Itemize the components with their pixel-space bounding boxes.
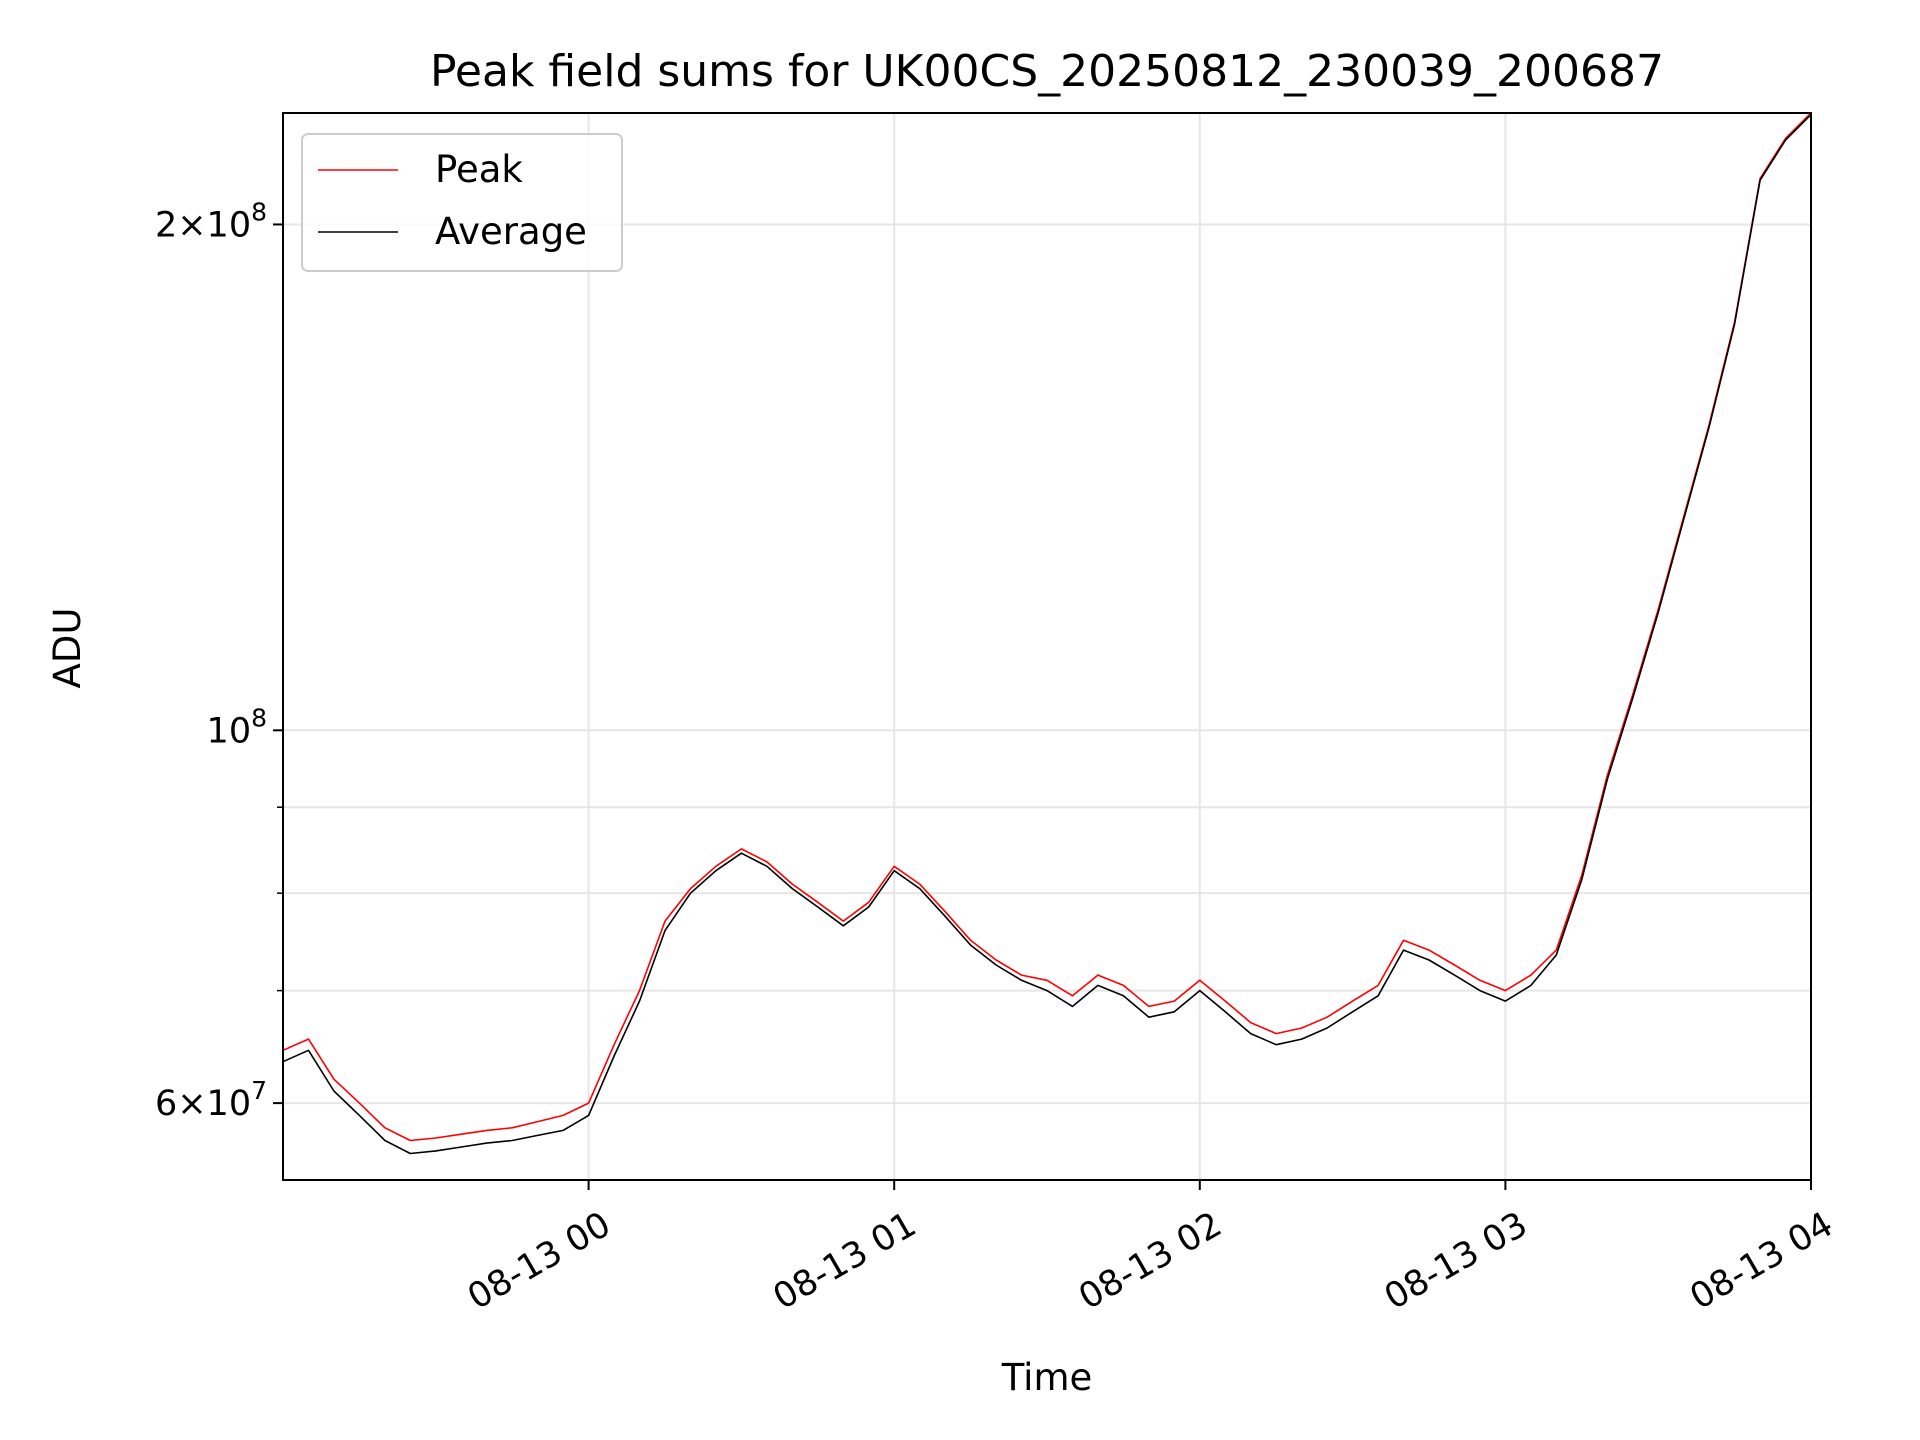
series-layer — [282, 112, 1812, 1155]
y-tick-label: 2×108 — [155, 197, 267, 245]
x-axis-label: Time — [1001, 1356, 1093, 1399]
plot-frame — [282, 112, 1812, 1181]
legend-box — [301, 133, 623, 272]
y-tick-label: 108 — [207, 703, 267, 751]
chart-title: Peak field sums for UK00CS_20250812_2300… — [430, 46, 1664, 97]
legend: Peak Average — [301, 133, 623, 272]
legend-label-average: Average — [435, 210, 587, 253]
y-axis: 6×107 108 2×108 — [155, 197, 283, 1124]
series-line-peak — [282, 112, 1812, 1142]
y-tick-label: 6×107 — [155, 1076, 267, 1124]
series-line-average — [282, 114, 1812, 1155]
legend-label-peak: Peak — [435, 148, 523, 191]
y-axis-label: ADU — [46, 608, 89, 689]
